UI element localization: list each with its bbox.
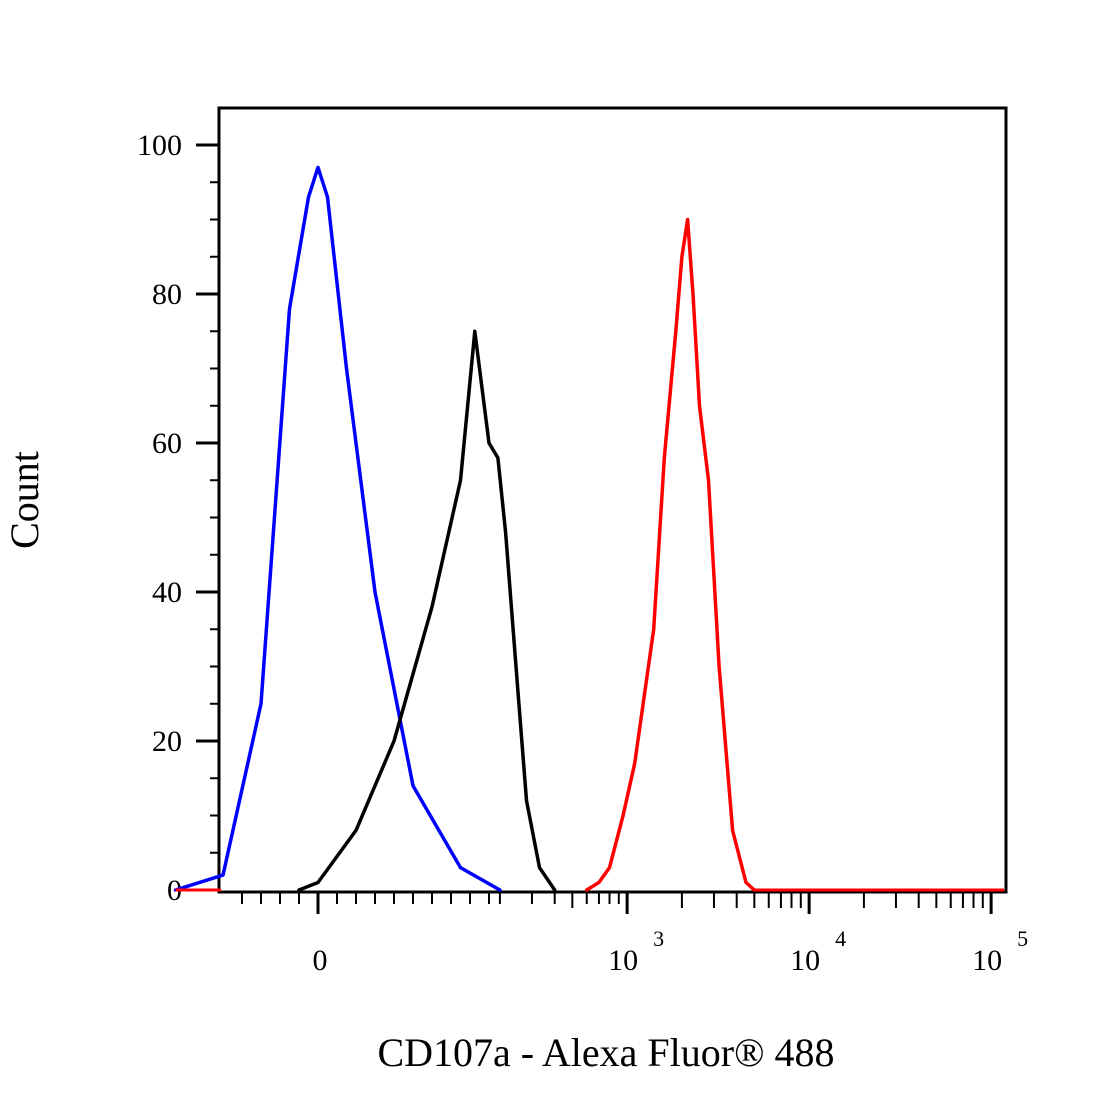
y-tick-label: 60 xyxy=(152,427,182,460)
x-tick-label: 10 xyxy=(608,944,638,977)
plot-frame xyxy=(217,106,1008,894)
x-tick-label: 10 xyxy=(790,944,820,977)
y-axis-title: Count xyxy=(2,451,47,549)
histogram-series xyxy=(173,165,1004,892)
x-tick-exponent: 4 xyxy=(835,926,846,951)
x-tick-exponent: 3 xyxy=(653,926,664,951)
x-axis-title: CD107a - Alexa Fluor® 488 xyxy=(377,1030,834,1075)
x-tick-label: 10 xyxy=(972,944,1002,977)
y-tick-label: 80 xyxy=(152,278,182,311)
histogram-line-3 xyxy=(584,217,757,892)
histogram-line-2 xyxy=(297,329,557,892)
x-axis: 0 10 3 10 4 10 5 xyxy=(241,892,1028,977)
y-tick-label: 100 xyxy=(137,129,182,162)
histogram-line-1 xyxy=(173,165,502,892)
y-tick-label: 20 xyxy=(152,725,182,758)
x-tick-exponent: 5 xyxy=(1017,926,1028,951)
x-tick-label: 0 xyxy=(313,944,328,977)
y-tick-label: 40 xyxy=(152,576,182,609)
plot-area-border xyxy=(217,106,1008,894)
